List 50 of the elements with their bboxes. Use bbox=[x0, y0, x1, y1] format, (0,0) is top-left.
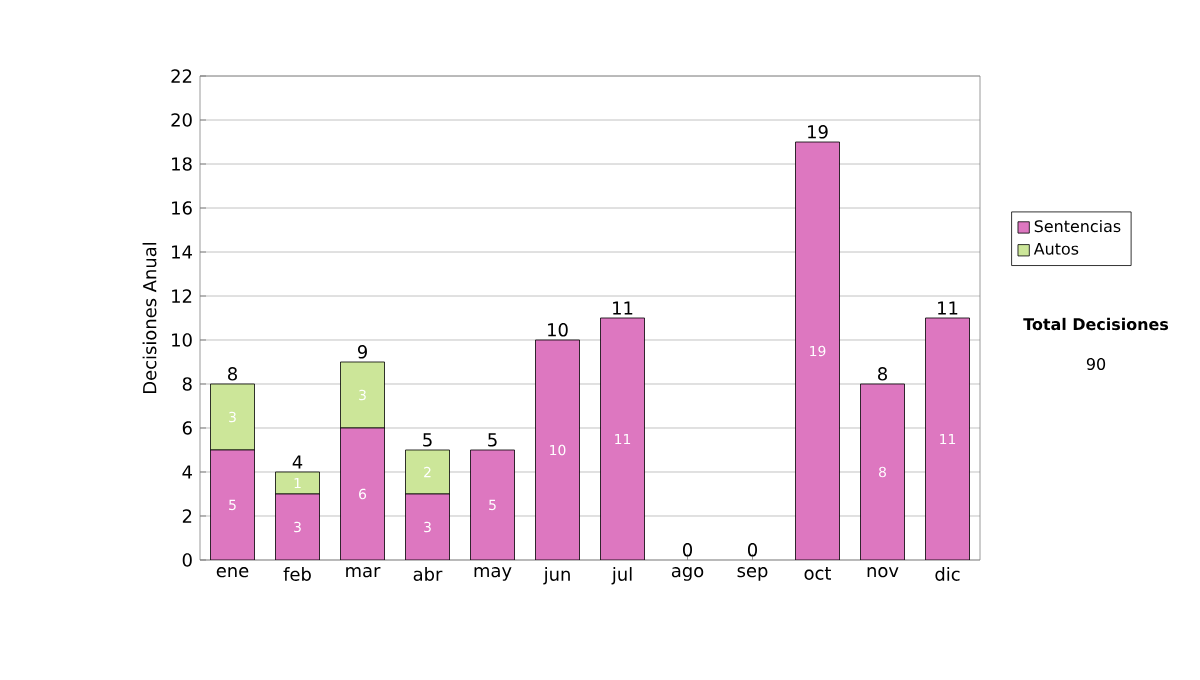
total-label: 4 bbox=[292, 455, 303, 469]
bar bbox=[405, 494, 450, 560]
bar bbox=[340, 361, 385, 429]
bar bbox=[405, 449, 450, 495]
bar bbox=[210, 450, 255, 560]
total-label: 5 bbox=[423, 433, 432, 447]
bar bbox=[535, 340, 580, 560]
bar bbox=[600, 318, 645, 560]
x-tick-label: dic bbox=[935, 567, 960, 581]
y-tick-label: 6 bbox=[182, 421, 192, 435]
bar bbox=[275, 494, 320, 560]
y-tick-label: 20 bbox=[171, 113, 192, 127]
x-tick-label: abr bbox=[413, 567, 443, 581]
y-axis-title: Decisiones Anual bbox=[142, 242, 157, 393]
x-tick-label: ene bbox=[216, 567, 249, 578]
x-tick-label: ago bbox=[671, 567, 704, 581]
x-tick-label: oct bbox=[804, 567, 832, 580]
y-tick-label: 16 bbox=[172, 201, 192, 215]
bar bbox=[470, 450, 515, 560]
x-tick-label: jun bbox=[543, 567, 570, 585]
y-tick-label: 22 bbox=[171, 69, 192, 83]
y-tick-label: 10 bbox=[172, 333, 192, 347]
y-tick-label: 18 bbox=[172, 157, 192, 171]
total-label: 8 bbox=[878, 367, 887, 381]
x-tick-label: may bbox=[474, 567, 512, 581]
total-label: 9 bbox=[357, 345, 367, 359]
total-label: 19 bbox=[808, 125, 828, 139]
total-label: 11 bbox=[938, 301, 958, 315]
y-tick-label: 4 bbox=[182, 465, 192, 479]
total-label: 0 bbox=[747, 543, 758, 557]
y-tick-label: 0 bbox=[182, 553, 192, 567]
x-tick-label: mar bbox=[346, 567, 381, 578]
y-tick-label: 2 bbox=[182, 509, 192, 523]
x-tick-label: sep bbox=[737, 567, 768, 581]
bar bbox=[795, 141, 840, 560]
total-label: 10 bbox=[548, 323, 568, 337]
total-label: 5 bbox=[488, 433, 497, 447]
x-tick-label: feb bbox=[283, 567, 311, 581]
bar bbox=[925, 317, 970, 560]
total-label: 0 bbox=[682, 543, 693, 557]
bar bbox=[275, 471, 320, 495]
bar bbox=[340, 428, 385, 560]
total-label: 11 bbox=[613, 301, 633, 315]
x-tick-label: nov bbox=[867, 567, 899, 578]
y-tick-label: 12 bbox=[172, 289, 192, 303]
x-tick-label: jul bbox=[611, 567, 632, 585]
y-tick-label: 14 bbox=[172, 245, 192, 259]
y-tick-label: 8 bbox=[182, 377, 192, 391]
bar bbox=[860, 383, 905, 560]
total-label: 8 bbox=[228, 367, 237, 381]
